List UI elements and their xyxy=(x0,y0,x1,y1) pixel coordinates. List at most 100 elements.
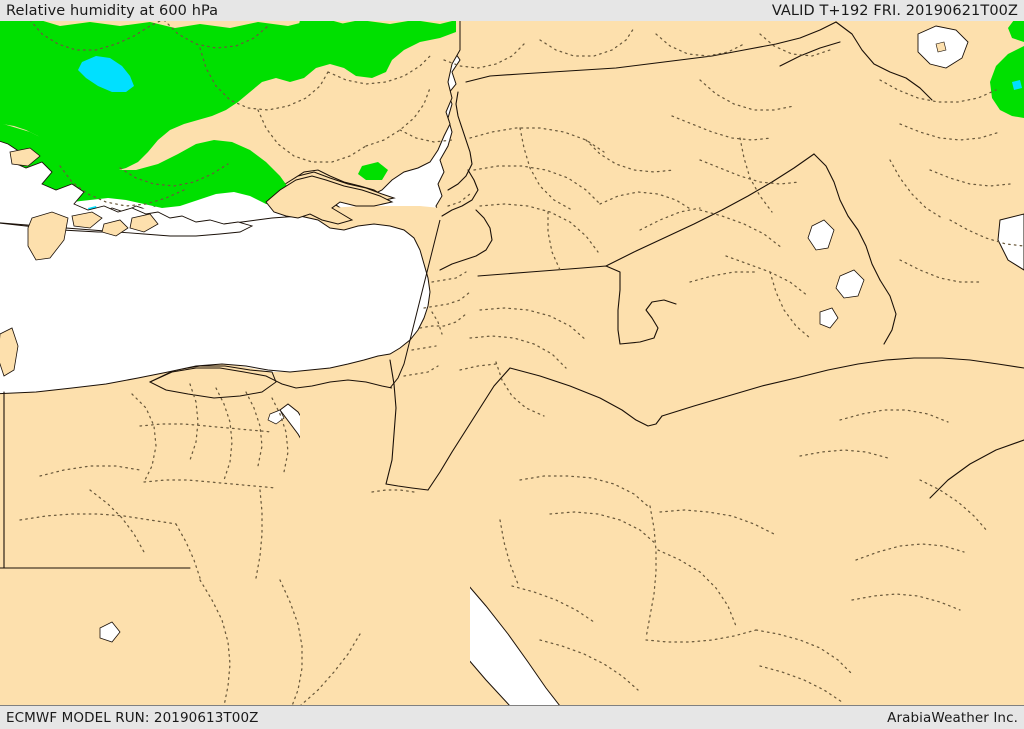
admin-saudi-6 xyxy=(645,629,757,643)
page-title: Relative humidity at 600 hPa xyxy=(6,2,219,19)
admin-iraq-8 xyxy=(689,271,757,283)
admin-syria-1 xyxy=(469,127,605,153)
admin-egypt-3 xyxy=(215,387,233,481)
admin-saudi-3 xyxy=(659,509,775,535)
lake-small-2 xyxy=(835,269,865,299)
island-kos-overlay xyxy=(71,211,103,229)
admin-saudi-11 xyxy=(839,409,949,423)
humidity-cyan-core xyxy=(78,56,134,92)
coast-nile-delta xyxy=(149,367,393,389)
admin-turkey-3 xyxy=(199,47,329,111)
model-run-label: ECMWF MODEL RUN: 20190613T00Z xyxy=(6,709,259,726)
admin-saudi-2 xyxy=(549,511,657,545)
border-syria-lebanon xyxy=(447,91,473,191)
admin-egypt-7 xyxy=(143,479,277,489)
admin-syria-3 xyxy=(519,127,573,211)
admin-iran-5 xyxy=(949,219,1024,247)
admin-turkey-1 xyxy=(29,20,163,51)
admin-iraq-7 xyxy=(769,271,811,339)
admin-sinai-1 xyxy=(371,489,415,493)
admin-saudi-16 xyxy=(499,519,519,585)
admin-syria-4 xyxy=(585,139,675,173)
border-turkey-syria xyxy=(465,21,837,83)
admin-egypt-2 xyxy=(189,383,199,461)
cyprus xyxy=(265,175,394,225)
admin-turkey-11 xyxy=(539,27,635,57)
admin-iran-6 xyxy=(899,259,981,283)
sea-overlay-layer xyxy=(0,140,431,395)
admin-turkey-5 xyxy=(119,163,229,187)
border-turkey-inner-north xyxy=(779,41,841,67)
admin-israel-4 xyxy=(411,345,437,351)
admin-sudan-1 xyxy=(299,633,361,706)
humidity-green-region-east xyxy=(990,46,1024,118)
map-bottom-frame xyxy=(0,705,1024,706)
border-jordan-saudi xyxy=(509,367,663,427)
island-lesbos-overlay xyxy=(129,213,159,233)
coastline-layer xyxy=(149,219,441,389)
border-iran-stub xyxy=(879,279,897,345)
persian-gulf xyxy=(997,213,1024,271)
admin-iraq-2 xyxy=(671,115,773,141)
mediterranean-overlay xyxy=(0,215,431,395)
border-jordan-israel-south xyxy=(385,483,429,491)
admin-iran-2 xyxy=(899,123,1001,141)
border-egypt-israel xyxy=(385,359,397,485)
border-iraq-iran xyxy=(813,153,881,281)
footer-bar: ECMWF MODEL RUN: 20190613T00Z ArabiaWeat… xyxy=(0,706,1024,729)
admin-saudi-1 xyxy=(519,475,651,509)
header-bar: Relative humidity at 600 hPa VALID T+192… xyxy=(0,0,1024,21)
admin-saudi-4 xyxy=(657,549,737,627)
admin-jordan-4 xyxy=(459,363,497,371)
map-canvas xyxy=(0,20,1024,706)
island-chios-overlay xyxy=(101,219,129,237)
admin-egypt-1 xyxy=(131,393,157,483)
admin-jordan-1 xyxy=(479,307,587,341)
admin-boundaries-layer xyxy=(19,20,1024,706)
admin-israel-1 xyxy=(431,271,467,283)
admin-saudi-9 xyxy=(851,593,961,611)
humidity-green-blob-small xyxy=(358,162,388,180)
admin-turkey-8 xyxy=(365,87,431,147)
admin-saudi-8 xyxy=(855,543,965,561)
admin-saudi-14 xyxy=(539,639,639,691)
admin-egypt-10 xyxy=(89,489,145,553)
admin-iraq-1 xyxy=(699,79,795,111)
admin-iraq-9 xyxy=(639,207,701,231)
admin-iran-3 xyxy=(929,169,1011,187)
admin-turkey-7 xyxy=(327,53,433,85)
valid-time-label: VALID T+192 FRI. 20190621T00Z xyxy=(771,2,1018,19)
lake-small-4 xyxy=(99,621,121,643)
admin-turkey-6 xyxy=(59,165,185,207)
admin-egypt-6 xyxy=(139,423,273,433)
island-crete-hint xyxy=(9,147,41,167)
admin-egypt-14 xyxy=(279,579,303,706)
admin-saudi-13 xyxy=(759,665,843,703)
border-jordan-iraq xyxy=(619,299,677,345)
admin-egypt-11 xyxy=(175,523,201,579)
border-saudi-east xyxy=(929,439,1024,499)
admin-lebanon-1 xyxy=(447,193,471,207)
admin-egypt-12 xyxy=(199,579,231,706)
admin-egypt-5 xyxy=(271,397,289,473)
border-iraq-saudi xyxy=(661,357,1024,417)
admin-palestine-1 xyxy=(431,311,443,335)
admin-syria-7 xyxy=(547,211,561,271)
admin-israel-5 xyxy=(403,365,439,377)
island-karpathos-overlay xyxy=(0,327,19,377)
lake-small-3 xyxy=(819,307,839,329)
admin-saudi-5 xyxy=(645,505,657,639)
humidity-green-patch-mid xyxy=(296,20,366,60)
border-israel-syria xyxy=(439,209,493,271)
border-syria-iraq xyxy=(605,153,815,267)
lake-small-1 xyxy=(807,219,835,251)
admin-israel-2 xyxy=(423,291,471,309)
admin-iran-4 xyxy=(889,159,943,219)
admin-syria-6 xyxy=(599,191,693,211)
admin-jordan-2 xyxy=(469,335,567,369)
border-lebanon-coast-south xyxy=(441,169,479,217)
border-jordan-west xyxy=(427,367,511,491)
map-svg xyxy=(0,20,1024,706)
lake-urmia-inner xyxy=(935,41,947,53)
attribution-label: ArabiaWeather Inc. xyxy=(887,709,1018,726)
